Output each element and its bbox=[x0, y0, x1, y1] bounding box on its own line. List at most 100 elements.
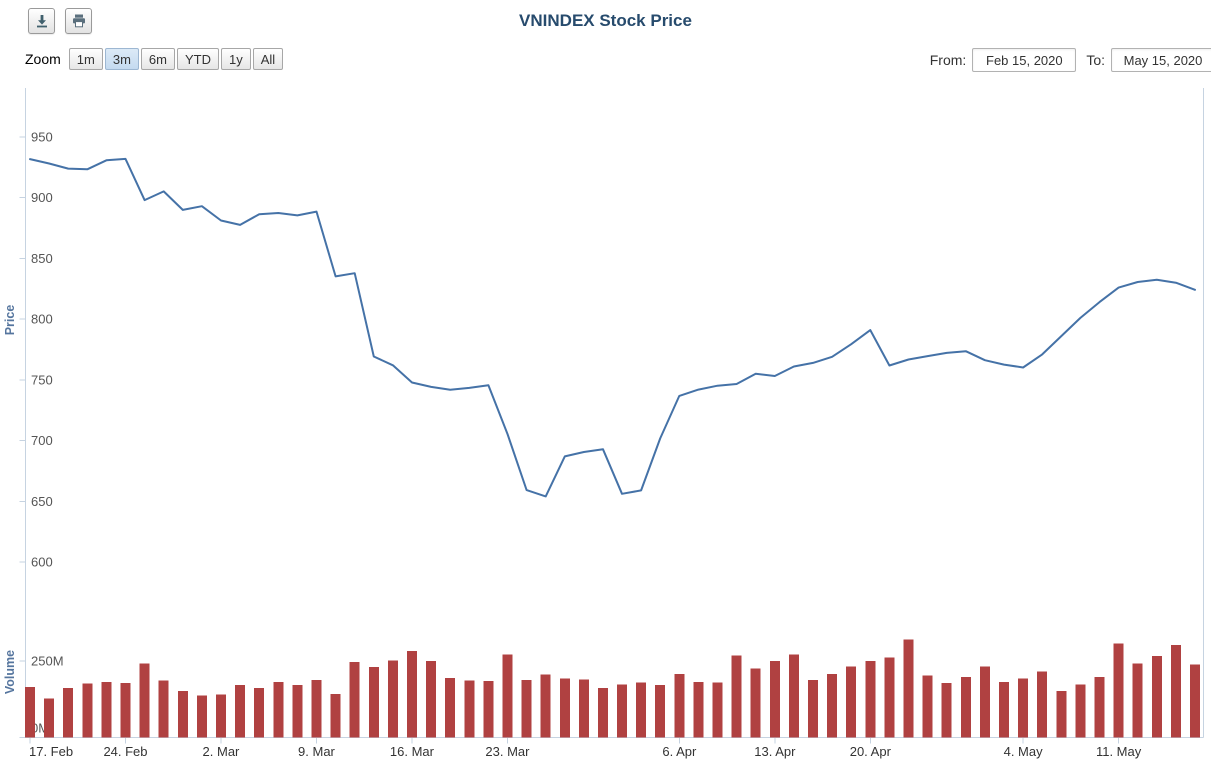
volume-bar bbox=[368, 667, 379, 738]
download-button[interactable] bbox=[28, 8, 55, 34]
x-tick-label: 6. Apr bbox=[662, 744, 697, 759]
price-tick-label: 750 bbox=[31, 372, 53, 387]
volume-bar bbox=[788, 654, 799, 738]
export-buttons bbox=[28, 8, 92, 34]
stock-chart-svg[interactable]: 950900850800750700650600Price0M250MVolum… bbox=[0, 80, 1211, 763]
price-tick-label: 600 bbox=[31, 555, 53, 570]
volume-bar bbox=[139, 663, 150, 738]
volume-bar bbox=[559, 678, 570, 738]
to-date-input[interactable] bbox=[1111, 48, 1211, 72]
price-tick-label: 900 bbox=[31, 190, 53, 205]
volume-bar bbox=[483, 681, 494, 738]
volume-bar bbox=[177, 690, 188, 738]
from-label: From: bbox=[929, 52, 967, 68]
volume-bar bbox=[63, 687, 74, 738]
volume-bar bbox=[1190, 664, 1200, 738]
volume-bar bbox=[941, 683, 952, 738]
x-tick-label: 4. May bbox=[1004, 744, 1044, 759]
volume-bar bbox=[731, 655, 742, 738]
volume-tick-label: 250M bbox=[31, 654, 64, 669]
volume-bar bbox=[846, 666, 857, 738]
x-tick-label: 17. Feb bbox=[29, 744, 73, 759]
volume-bar bbox=[254, 687, 265, 738]
volume-bar bbox=[540, 674, 551, 738]
zoom-button-ytd[interactable]: YTD bbox=[176, 48, 219, 70]
volume-bar bbox=[406, 651, 417, 738]
price-tick-label: 800 bbox=[31, 312, 53, 327]
zoom-button-1y[interactable]: 1y bbox=[220, 48, 251, 70]
zoom-group: Zoom 1m 3m 6m YTD 1y All bbox=[25, 48, 285, 70]
volume-bar bbox=[1170, 645, 1181, 738]
volume-bar bbox=[865, 661, 876, 738]
download-icon bbox=[36, 15, 47, 28]
x-tick-label: 11. May bbox=[1096, 744, 1142, 759]
volume-bar bbox=[44, 698, 55, 738]
volume-bar bbox=[215, 694, 226, 738]
x-tick-label: 24. Feb bbox=[103, 744, 147, 759]
volume-axis-title: Volume bbox=[3, 650, 17, 694]
volume-bar bbox=[597, 687, 608, 738]
volume-bar bbox=[1113, 643, 1124, 738]
print-button[interactable] bbox=[65, 8, 92, 34]
volume-bar bbox=[884, 657, 895, 738]
zoom-button-all[interactable]: All bbox=[252, 48, 284, 70]
volume-bar bbox=[273, 681, 284, 738]
to-label: To: bbox=[1086, 52, 1105, 68]
volume-bar bbox=[445, 678, 456, 738]
volume-bar bbox=[655, 684, 666, 738]
chart-frame bbox=[25, 88, 1204, 738]
volume-bar bbox=[387, 660, 398, 738]
price-axis: 950 900 850 800 750 700 650 600 Price bbox=[3, 130, 53, 570]
volume-bar bbox=[808, 679, 819, 738]
volume-bar bbox=[750, 668, 761, 738]
price-tick-label: 700 bbox=[31, 433, 53, 448]
volume-bar bbox=[578, 679, 589, 738]
from-date-input[interactable] bbox=[972, 48, 1077, 72]
x-tick-label: 2. Mar bbox=[203, 744, 241, 759]
volume-bar bbox=[693, 681, 704, 738]
volume-bar bbox=[1037, 671, 1048, 738]
volume-bar bbox=[502, 654, 513, 738]
print-icon bbox=[72, 14, 85, 28]
volume-bar bbox=[1151, 656, 1162, 738]
volume-bars bbox=[25, 639, 1200, 738]
volume-bar bbox=[25, 687, 35, 738]
volume-bar bbox=[1094, 676, 1105, 738]
volume-bar bbox=[426, 661, 437, 738]
date-range-inputs: From: To: bbox=[930, 48, 1211, 72]
x-tick-label: 20. Apr bbox=[850, 744, 892, 759]
volume-bar bbox=[330, 694, 341, 738]
x-axis: 17. Feb 24. Feb 2. Mar 9. Mar 16. Mar 23. Mar… bbox=[29, 737, 1142, 759]
zoom-button-3m[interactable]: 3m bbox=[104, 48, 139, 70]
volume-bar bbox=[636, 682, 647, 738]
volume-bar bbox=[158, 680, 169, 738]
x-tick-label: 23. Mar bbox=[485, 744, 530, 759]
volume-bar bbox=[617, 684, 628, 738]
volume-bar bbox=[292, 684, 303, 738]
volume-bar bbox=[903, 639, 914, 738]
price-tick-label: 950 bbox=[31, 130, 53, 145]
zoom-label: Zoom bbox=[25, 51, 61, 67]
volume-bar bbox=[979, 666, 990, 738]
volume-bar bbox=[196, 695, 207, 738]
volume-bar bbox=[1132, 663, 1143, 738]
price-line bbox=[29, 157, 1196, 498]
volume-bar bbox=[521, 679, 532, 738]
zoom-buttons: 1m 3m 6m YTD 1y All bbox=[68, 48, 285, 70]
volume-bar bbox=[827, 673, 838, 738]
volume-bar bbox=[769, 661, 780, 738]
volume-bar bbox=[1075, 684, 1086, 738]
volume-bar bbox=[349, 662, 360, 738]
volume-bar bbox=[120, 683, 131, 738]
volume-bar bbox=[1056, 690, 1067, 738]
zoom-button-6m[interactable]: 6m bbox=[140, 48, 175, 70]
x-tick-label: 9. Mar bbox=[298, 744, 336, 759]
volume-bar bbox=[464, 680, 475, 738]
stock-chart[interactable]: 950 900 850 800 750 700 650 600 Price 0M 250M Volum… bbox=[0, 80, 1211, 763]
volume-bar bbox=[712, 682, 723, 738]
volume-bar bbox=[311, 679, 322, 738]
x-tick-label: 16. Mar bbox=[390, 744, 435, 759]
zoom-button-1m[interactable]: 1m bbox=[68, 48, 103, 70]
volume-bar bbox=[922, 675, 933, 738]
